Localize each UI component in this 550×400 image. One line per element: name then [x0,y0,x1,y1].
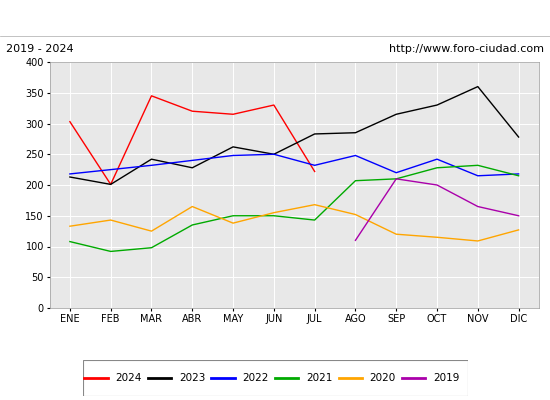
Text: 2024: 2024 [116,373,141,383]
Text: 2019: 2019 [433,373,459,383]
FancyBboxPatch shape [82,360,468,396]
Text: 2021: 2021 [306,373,332,383]
Text: 2023: 2023 [179,373,205,383]
Text: Evolucion Nº Turistas Extranjeros en el municipio de Ojós: Evolucion Nº Turistas Extranjeros en el … [60,12,490,24]
Text: 2022: 2022 [242,373,268,383]
Text: http://www.foro-ciudad.com: http://www.foro-ciudad.com [389,44,544,54]
Text: 2019 - 2024: 2019 - 2024 [6,44,73,54]
Text: 2020: 2020 [370,373,395,383]
